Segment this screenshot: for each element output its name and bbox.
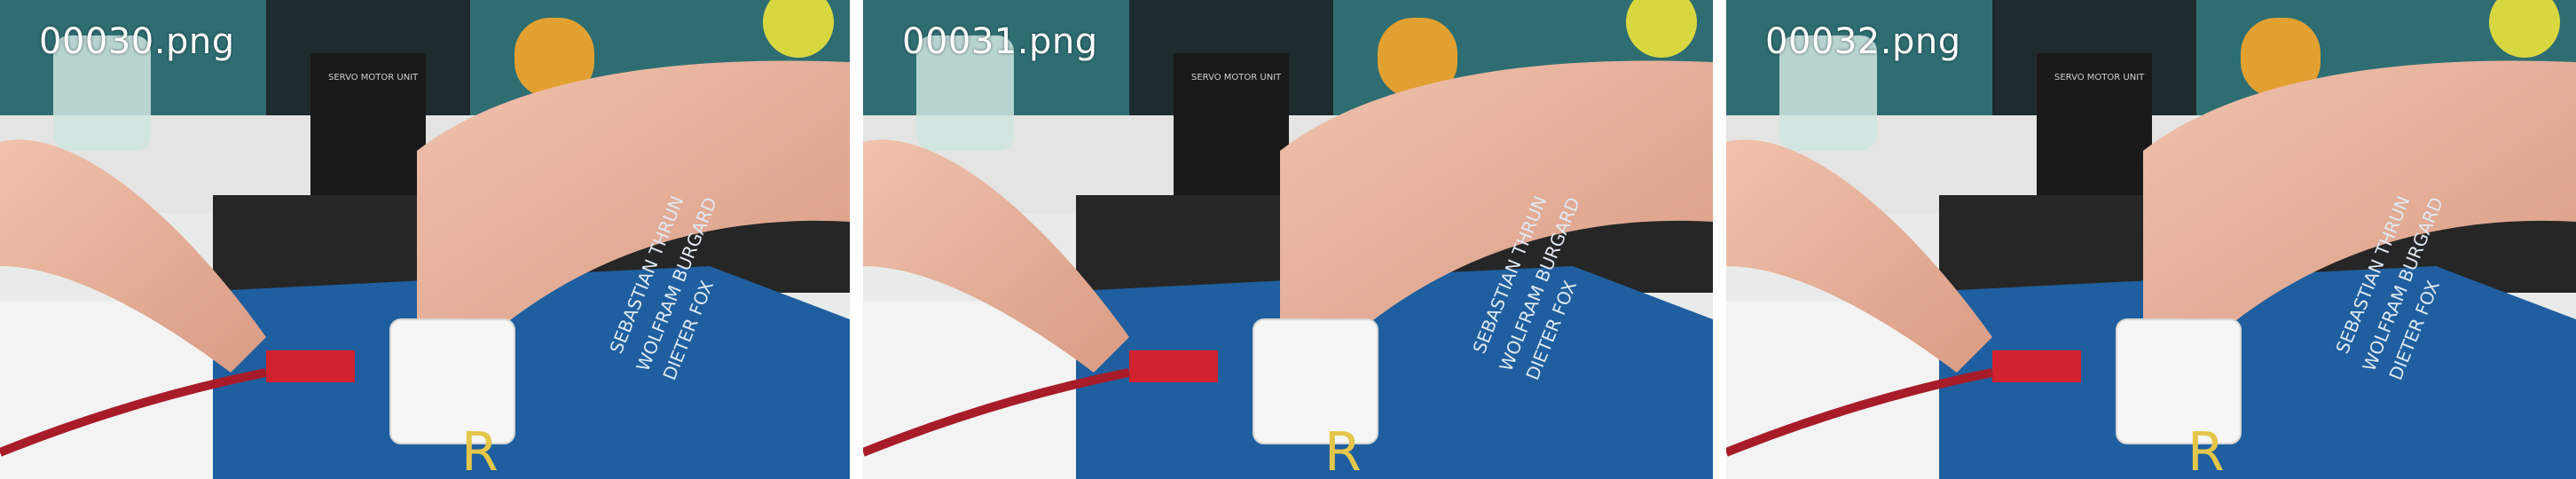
frame-label: 00030.png	[39, 21, 235, 62]
frame-label: 00031.png	[902, 21, 1098, 62]
book-title-fragment: R	[461, 421, 499, 479]
frame-photo-2: SEBASTIAN THRUN WOLFRAM BURGARD DIETER F…	[863, 0, 1713, 479]
frame-photo-1: SEBASTIAN THRUN WOLFRAM BURGARD DIETER F…	[0, 0, 850, 479]
frame-photo-3: SEBASTIAN THRUN WOLFRAM BURGARD DIETER F…	[1726, 0, 2576, 479]
book-title-fragment: R	[2187, 421, 2225, 479]
box-text: SERVO MOTOR UNIT	[1191, 73, 1282, 82]
box-text: SERVO MOTOR UNIT	[328, 73, 419, 82]
box-text: SERVO MOTOR UNIT	[2054, 73, 2145, 82]
frame-panel-2: SEBASTIAN THRUN WOLFRAM BURGARD DIETER F…	[863, 0, 1713, 479]
frame-label: 00032.png	[1765, 21, 1961, 62]
frame-panel-3: SEBASTIAN THRUN WOLFRAM BURGARD DIETER F…	[1726, 0, 2576, 479]
book-title-fragment: R	[1324, 421, 1362, 479]
frame-panel-1: SEBASTIAN THRUN WOLFRAM BURGARD DIETER F…	[0, 0, 850, 479]
